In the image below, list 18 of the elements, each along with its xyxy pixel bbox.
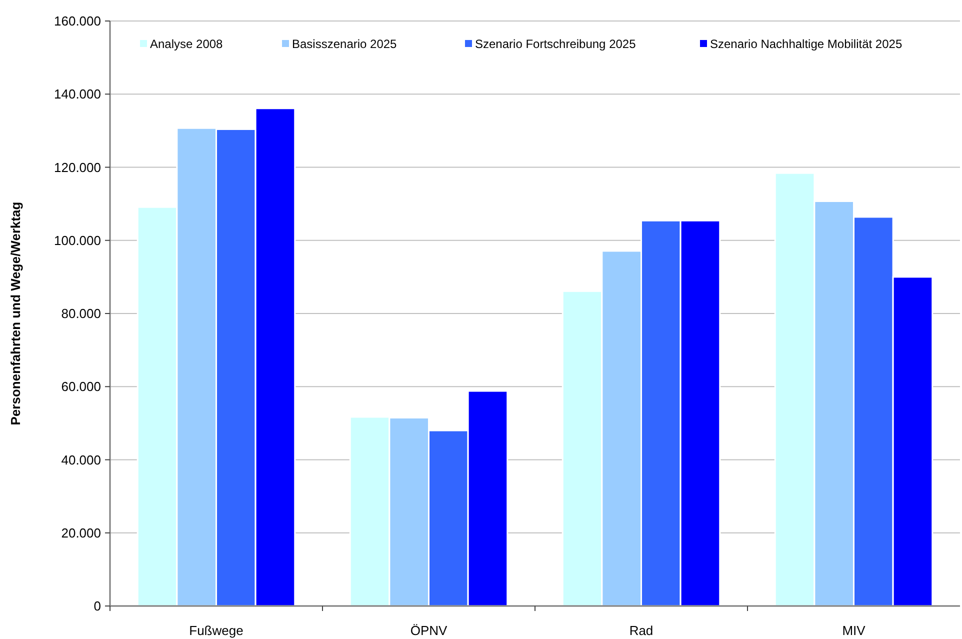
legend-label: Szenario Nachhaltige Mobilität 2025 bbox=[710, 37, 902, 52]
legend-label: Szenario Fortschreibung 2025 bbox=[475, 37, 636, 52]
y-tick-label: 160.000 bbox=[54, 14, 101, 29]
y-tick-label: 60.000 bbox=[61, 379, 101, 394]
x-tick-label: MIV bbox=[842, 623, 866, 638]
y-tick-label: 40.000 bbox=[61, 452, 101, 468]
y-tick-label: 20.000 bbox=[61, 525, 101, 540]
y-tick-label: 0 bbox=[94, 598, 101, 614]
x-tick-label: ÖPNV bbox=[410, 623, 448, 638]
y-tick-label: 140.000 bbox=[54, 86, 101, 102]
legend-label: Basisszenario 2025 bbox=[292, 37, 398, 52]
y-tick-label: 100.000 bbox=[54, 232, 101, 248]
x-tick-label: Fußwege bbox=[189, 623, 244, 638]
y-tick-label: 80.000 bbox=[61, 306, 101, 322]
legend-label: Analyse 2008 bbox=[150, 37, 224, 52]
y-tick-label: 120.000 bbox=[54, 160, 101, 175]
y-axis-title: Personenfahrten und Wege/Werktag bbox=[8, 202, 23, 426]
x-tick-label: Rad bbox=[629, 623, 654, 638]
